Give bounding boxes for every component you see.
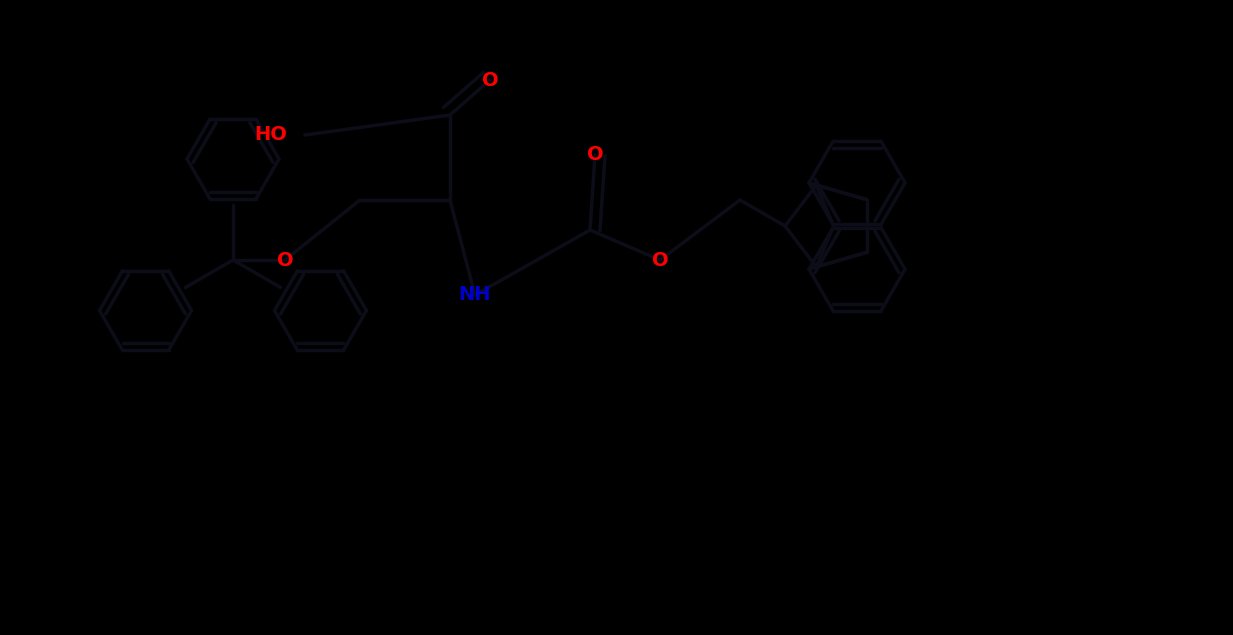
Text: HO: HO — [254, 126, 287, 145]
Text: O: O — [652, 250, 668, 269]
Text: O: O — [587, 145, 603, 164]
Text: O: O — [276, 250, 293, 269]
Text: NH: NH — [459, 286, 491, 305]
Text: O: O — [482, 70, 498, 90]
